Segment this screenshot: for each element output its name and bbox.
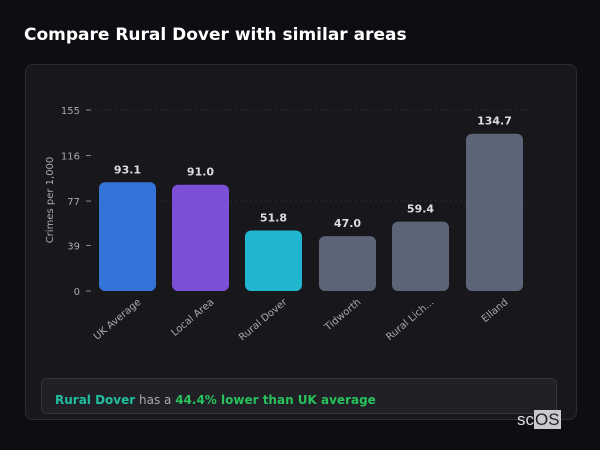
page-title: Compare Rural Dover with similar areas: [24, 25, 407, 45]
bar-4: [392, 221, 449, 291]
x-tick-label: UK Average: [92, 297, 144, 343]
x-tick-label: Local Area: [169, 297, 216, 339]
logo: scOS: [517, 410, 561, 430]
data-label: 91.0: [187, 166, 214, 179]
y-tick-label: 77: [67, 197, 80, 208]
summary-area: Rural Dover: [55, 393, 136, 407]
summary-text: has a: [135, 393, 176, 407]
y-axis-label: Crimes per 1,000: [45, 157, 56, 244]
logo-boxed: OS: [534, 410, 561, 429]
x-tick-label: Rural Dover: [237, 296, 290, 343]
y-tick-label: 39: [67, 241, 80, 252]
data-label: 134.7: [477, 115, 512, 128]
data-label: 59.4: [407, 203, 434, 216]
bar-1: [172, 184, 229, 291]
summary-box: Rural Dover has a 44.4% lower than UK av…: [41, 378, 557, 414]
x-tick-label: Tidworth: [322, 297, 363, 334]
data-label: 51.8: [260, 212, 287, 225]
y-tick-label: 0: [74, 287, 80, 298]
bar-0: [99, 182, 156, 291]
logo-prefix: sc: [517, 410, 534, 429]
y-tick-label: 155: [61, 106, 80, 117]
y-tick-label: 116: [61, 152, 80, 163]
bar-5: [466, 133, 523, 291]
bar-3: [319, 236, 376, 291]
bar-2: [245, 230, 302, 291]
summary-comparison: 44.4% lower than UK average: [175, 393, 376, 407]
x-tick-label: Elland: [480, 297, 511, 325]
data-label: 47.0: [334, 217, 361, 230]
data-label: 93.1: [114, 163, 141, 176]
x-tick-label: Rural Lich...: [384, 297, 436, 343]
